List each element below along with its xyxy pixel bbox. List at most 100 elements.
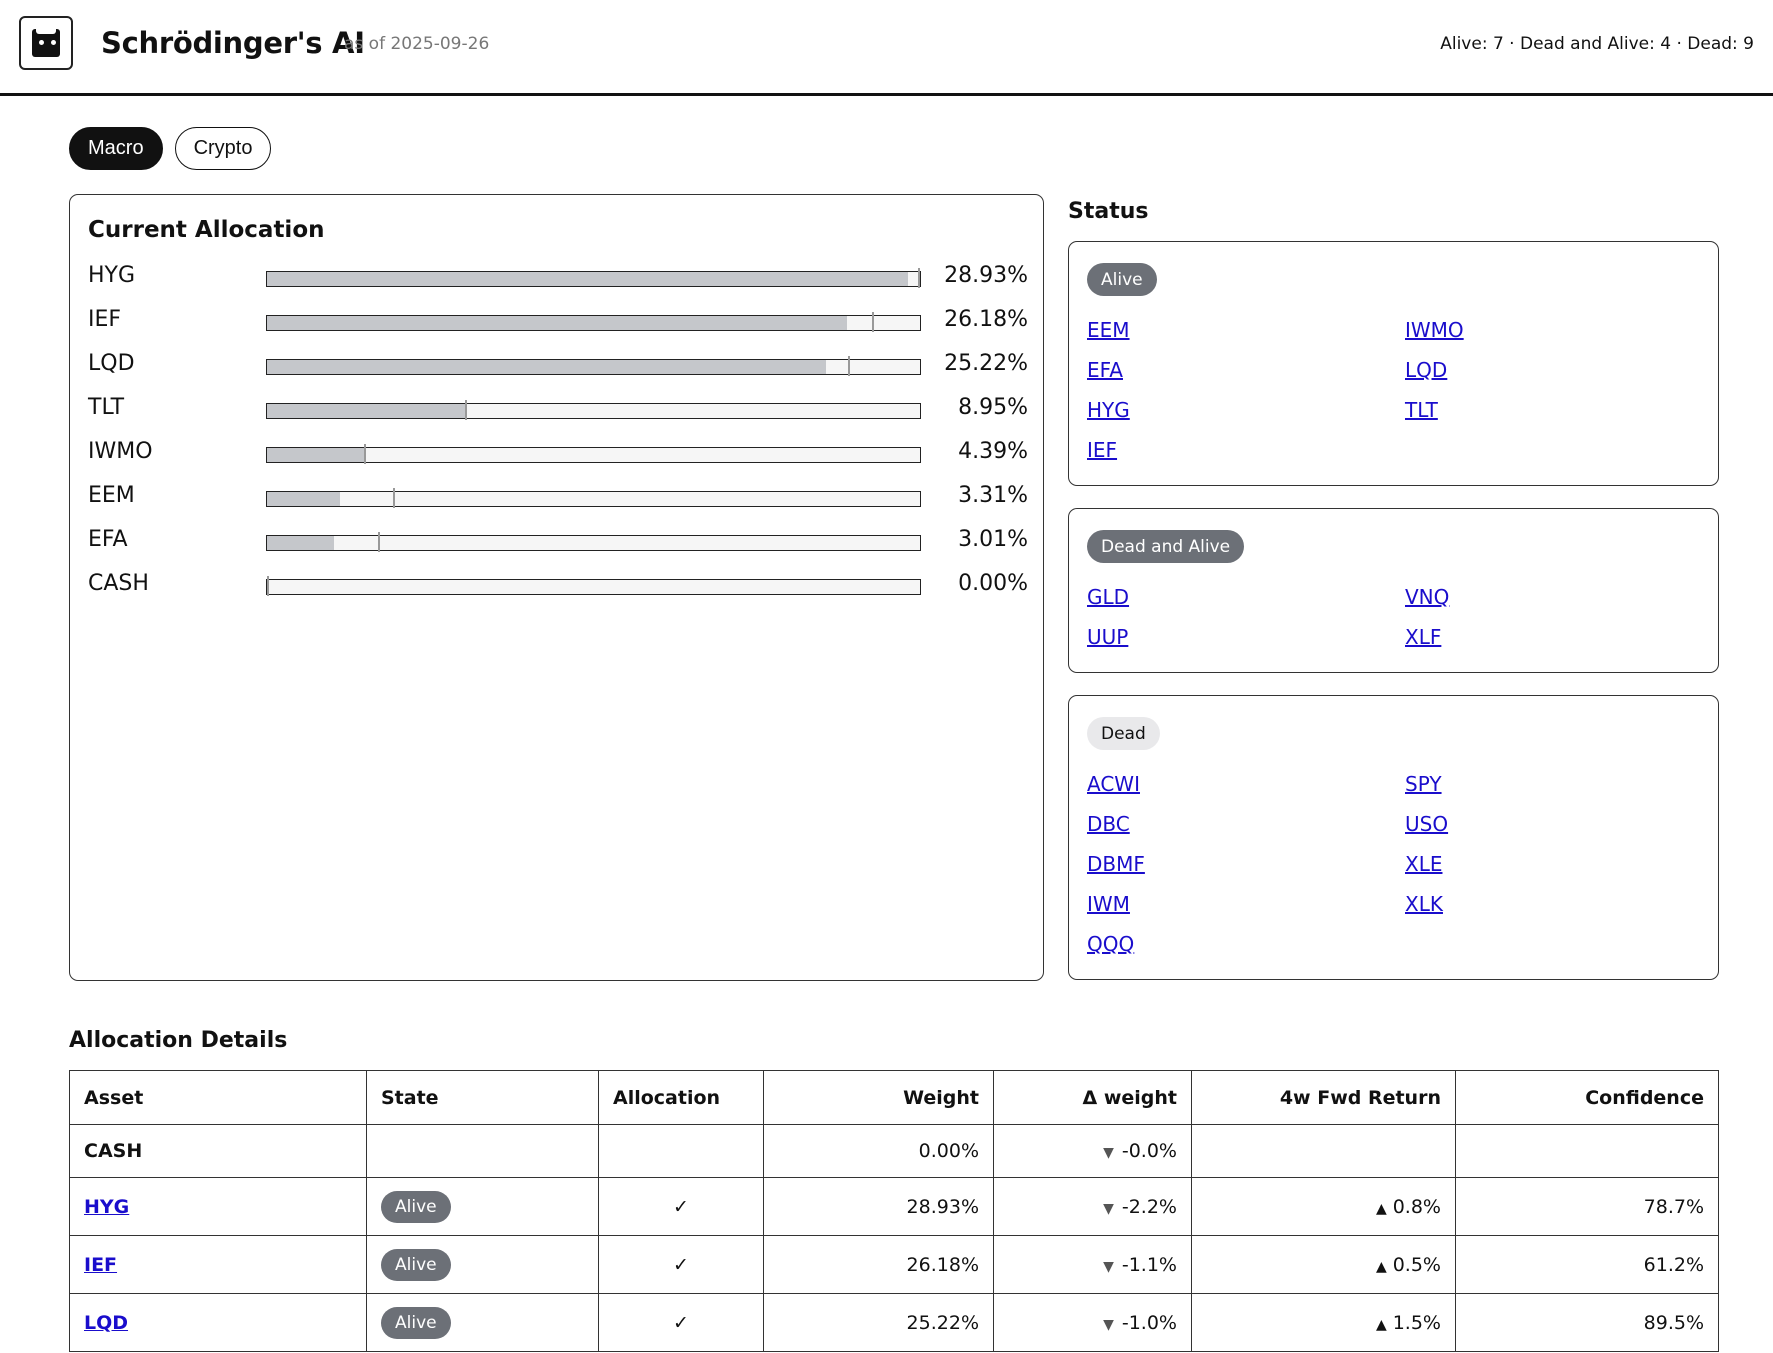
status-asset-list: ACWI DBC DBMF IWM QQQ SPY USO XLE XLK [1087, 769, 1707, 969]
asset-link[interactable]: EFA [1087, 358, 1123, 382]
fwd-return-value: 0.8% [1392, 1195, 1441, 1218]
column-confidence[interactable]: Confidence [1455, 1070, 1719, 1125]
asset-link[interactable]: HYG [84, 1195, 130, 1218]
column-asset[interactable]: Asset [69, 1070, 367, 1125]
previous-weight-marker [847, 356, 850, 376]
asset-label: CASH [84, 1140, 143, 1162]
status-badge: Dead [1087, 717, 1160, 750]
status-badge: Alive [1087, 263, 1157, 296]
asset-link[interactable]: UUP [1087, 625, 1129, 649]
asset-link[interactable]: XLK [1405, 892, 1443, 916]
cell-confidence [1455, 1124, 1719, 1178]
previous-weight-marker [465, 400, 468, 420]
allocation-bar-fill [267, 492, 341, 506]
cell-fwd-return: ▲ 1.5% [1191, 1293, 1456, 1352]
down-arrow-icon: ▼ [1103, 1200, 1114, 1217]
allocation-asset-label: EEM [88, 483, 135, 508]
allocation-asset-label: EFA [88, 527, 128, 552]
cell-allocation [598, 1124, 764, 1178]
allocation-asset-label: LQD [88, 351, 135, 376]
asset-link[interactable]: QQQ [1087, 932, 1135, 956]
asset-link[interactable]: ACWI [1087, 772, 1140, 796]
allocation-asset-label: IEF [88, 307, 122, 332]
app-title: Schrödinger's AI [101, 26, 365, 60]
column-delta-weight[interactable]: Δ weight [993, 1070, 1192, 1125]
asset-link[interactable]: USO [1405, 812, 1449, 836]
allocation-percent: 3.01% [958, 527, 1028, 552]
down-arrow-icon: ▼ [1103, 1316, 1114, 1333]
status-title: Status [1068, 199, 1149, 224]
allocation-bar-fill [267, 448, 365, 462]
delta-value: -2.2% [1121, 1195, 1177, 1218]
allocation-percent: 8.95% [958, 395, 1028, 420]
allocation-bar-fill [267, 272, 909, 286]
asset-link[interactable]: IEF [84, 1253, 118, 1276]
allocation-details-title: Allocation Details [69, 1028, 288, 1053]
asset-link[interactable]: XLE [1405, 852, 1443, 876]
allocation-asset-label: CASH [88, 571, 149, 596]
allocation-bar-fill [267, 536, 334, 550]
allocation-asset-label: HYG [88, 263, 136, 288]
cell-weight: 26.18% [763, 1235, 994, 1294]
allocation-bar [266, 488, 921, 508]
state-badge: Alive [381, 1190, 451, 1223]
cell-fwd-return: ▲ 0.8% [1191, 1177, 1456, 1236]
cell-delta-weight: ▼ -1.1% [993, 1235, 1192, 1294]
cell-state: Alive [366, 1293, 599, 1352]
state-badge: Alive [381, 1306, 451, 1339]
asset-link[interactable]: XLF [1405, 625, 1442, 649]
fwd-return-value: 1.5% [1392, 1311, 1441, 1334]
asset-link[interactable]: IEF [1087, 438, 1118, 462]
allocation-row: LQD 25.22% [88, 345, 1028, 389]
tab-macro[interactable]: Macro [69, 127, 163, 170]
up-arrow-icon: ▲ [1375, 1200, 1387, 1217]
cell-allocation: ✓ [598, 1177, 764, 1236]
cell-state [366, 1124, 599, 1178]
cell-asset: HYG [69, 1177, 367, 1236]
down-arrow-icon: ▼ [1103, 1258, 1114, 1275]
app-header: Schrödinger's AI as of 2025-09-26 Alive:… [0, 0, 1773, 96]
delta-value: -0.0% [1121, 1140, 1177, 1162]
asset-link[interactable]: VNQ [1405, 585, 1450, 609]
down-arrow-icon: ▼ [1103, 1145, 1114, 1161]
asset-link[interactable]: DBMF [1087, 852, 1145, 876]
column-weight[interactable]: Weight [763, 1070, 994, 1125]
column-state[interactable]: State [366, 1070, 599, 1125]
cell-state: Alive [366, 1177, 599, 1236]
tab-crypto[interactable]: Crypto [174, 127, 272, 170]
cell-allocation: ✓ [598, 1293, 764, 1352]
asset-link[interactable]: LQD [1405, 358, 1448, 382]
allocation-percent: 0.00% [958, 571, 1028, 596]
cell-state: Alive [366, 1235, 599, 1294]
asset-link[interactable]: IWM [1087, 892, 1130, 916]
allocation-bar [266, 576, 921, 596]
status-asset-list: EEM EFA HYG IEF IWMO LQD TLT [1087, 315, 1707, 475]
previous-weight-marker [918, 268, 921, 288]
up-arrow-icon: ▲ [1375, 1316, 1387, 1333]
allocation-percent: 25.22% [944, 351, 1028, 376]
column-allocation[interactable]: Allocation [598, 1070, 764, 1125]
asset-link[interactable]: LQD [84, 1311, 129, 1334]
cell-weight: 25.22% [763, 1293, 994, 1352]
status-badge: Dead and Alive [1087, 530, 1245, 563]
column-fwd-return[interactable]: 4w Fwd Return [1191, 1070, 1456, 1125]
asset-link[interactable]: TLT [1405, 398, 1438, 422]
allocation-details-table: Asset State Allocation Weight Δ weight 4… [69, 1070, 1719, 1352]
asset-link[interactable]: HYG [1087, 398, 1130, 422]
asset-link[interactable]: GLD [1087, 585, 1130, 609]
cell-asset: CASH [69, 1124, 367, 1178]
cat-box-icon[interactable] [19, 16, 73, 70]
delta-value: -1.1% [1121, 1253, 1177, 1276]
asset-link[interactable]: EEM [1087, 318, 1130, 342]
previous-weight-marker [364, 444, 367, 464]
asset-link[interactable]: IWMO [1405, 318, 1464, 342]
asset-link[interactable]: DBC [1087, 812, 1130, 836]
table-header-row: Asset State Allocation Weight Δ weight 4… [69, 1070, 1719, 1125]
allocation-row: IEF 26.18% [88, 301, 1028, 345]
allocation-row: CASH 0.00% [88, 565, 1028, 609]
cell-asset: LQD [69, 1293, 367, 1352]
cell-asset: IEF [69, 1235, 367, 1294]
as-of-date: as of 2025-09-26 [344, 34, 490, 54]
asset-link[interactable]: SPY [1405, 772, 1442, 796]
previous-weight-marker [872, 312, 875, 332]
